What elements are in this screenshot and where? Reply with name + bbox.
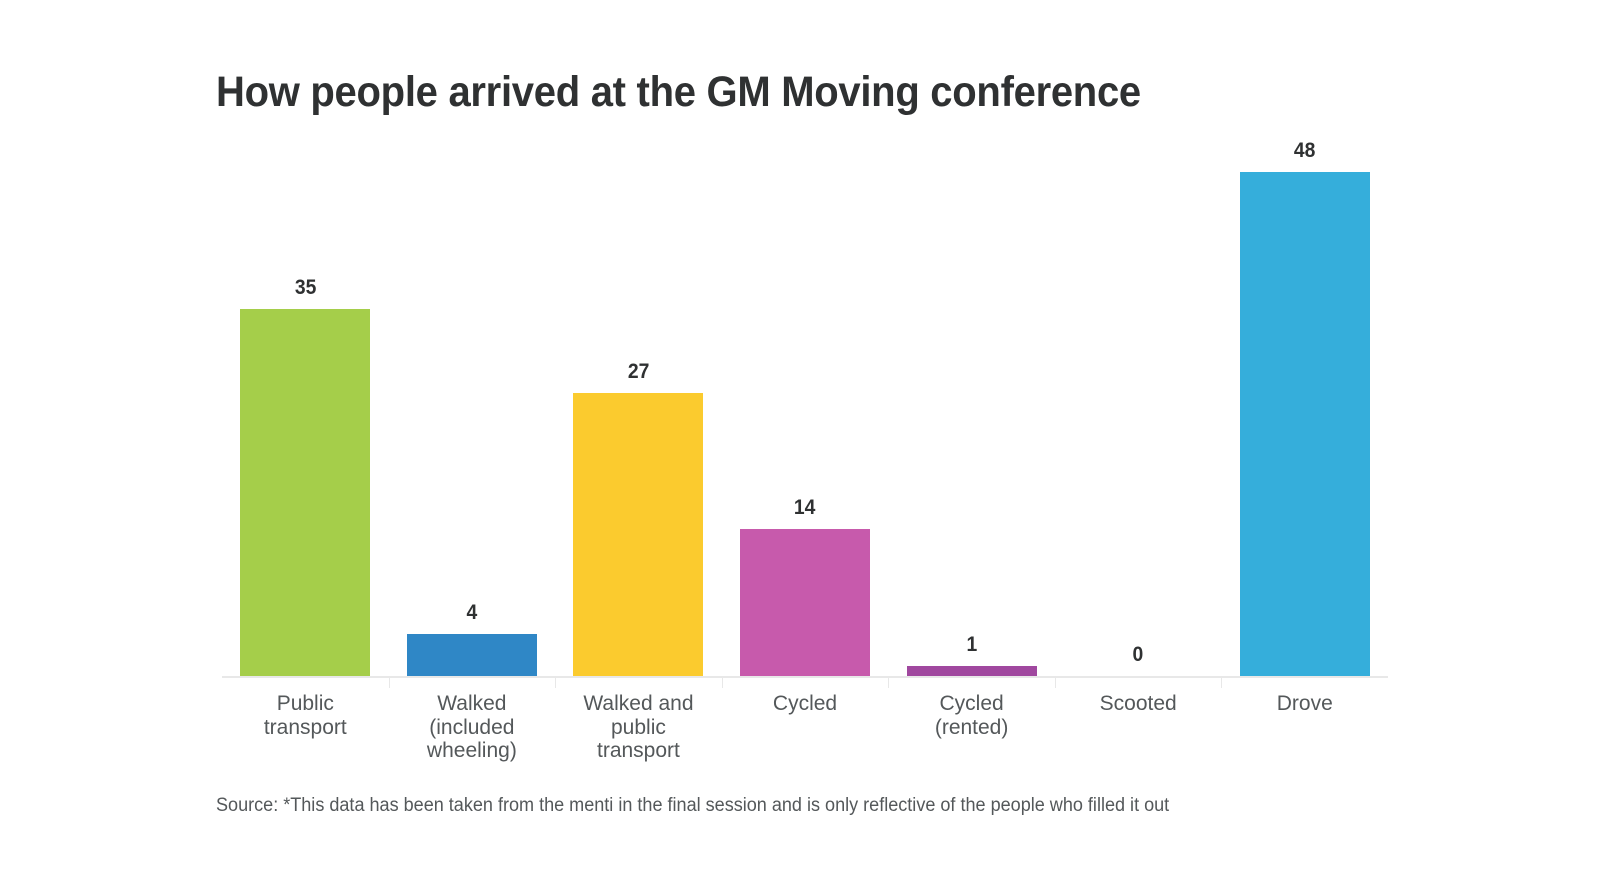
- category-label-line: Walked: [437, 692, 507, 715]
- category-label: Scooted: [1055, 692, 1222, 763]
- category-label-line: (rented): [934, 715, 1009, 739]
- category-label: Public transport: [222, 692, 389, 763]
- bar-group[interactable]: 27: [555, 140, 722, 676]
- bar-value-label: 35: [294, 275, 317, 299]
- x-axis-ticks: [222, 676, 1388, 688]
- bar-group[interactable]: 35: [222, 140, 389, 676]
- source-note: Source: *This data has been taken from t…: [216, 795, 1170, 816]
- category-label: Drove: [1221, 692, 1388, 763]
- bar-group[interactable]: 48: [1221, 140, 1388, 676]
- bar-value-label: 27: [627, 359, 650, 383]
- bar-rect[interactable]: [1239, 172, 1370, 676]
- category-label-line: Public: [276, 692, 334, 715]
- bar-value-label: 4: [466, 601, 478, 624]
- category-label: Walked and public transport: [555, 692, 722, 763]
- bar-rect[interactable]: [573, 392, 704, 676]
- category-label-line: Cycled: [939, 692, 1004, 715]
- category-label-line: transport: [597, 739, 680, 762]
- x-axis-line: [222, 676, 1388, 678]
- axis-tick: [222, 676, 389, 688]
- category-label-line: public: [611, 715, 666, 739]
- x-axis-labels: Public transport Walked (included wheeling) W…: [222, 692, 1388, 763]
- category-label-line: Drove: [1276, 692, 1333, 715]
- category-label: Cycled (rented): [888, 692, 1055, 763]
- category-label-line: Scooted: [1099, 692, 1177, 715]
- bar-group[interactable]: 0: [1055, 140, 1222, 676]
- bar-series: 35 4 27 14 1 0 48: [222, 140, 1388, 676]
- bar-rect[interactable]: [406, 634, 537, 676]
- bar-group[interactable]: 14: [722, 140, 889, 676]
- bar-rect[interactable]: [240, 308, 371, 676]
- page-title: How people arrived at the GM Moving conf…: [216, 68, 1141, 116]
- category-label-line: (included: [429, 715, 515, 739]
- axis-tick: [721, 676, 889, 688]
- bar-value-label: 1: [966, 632, 977, 656]
- bar-rect[interactable]: [906, 665, 1037, 676]
- axis-tick: [388, 676, 556, 688]
- axis-tick: [555, 676, 722, 688]
- axis-tick: [1054, 676, 1222, 688]
- bar-value-label: 14: [794, 496, 816, 519]
- category-label-line: Walked and: [583, 692, 694, 715]
- category-label-line: transport: [263, 715, 347, 739]
- category-label: Cycled: [722, 692, 889, 763]
- bar-rect[interactable]: [740, 529, 871, 676]
- bar-group[interactable]: 4: [389, 140, 556, 676]
- plot-area: 35 4 27 14 1 0 48: [222, 140, 1388, 676]
- axis-tick: [888, 676, 1055, 688]
- axis-tick: [1221, 676, 1388, 688]
- category-label: Walked (included wheeling): [389, 692, 556, 763]
- bar-value-label: 0: [1132, 643, 1144, 666]
- bar-group[interactable]: 1: [888, 140, 1055, 676]
- bar-value-label: 48: [1294, 139, 1316, 162]
- category-label-line: wheeling): [426, 739, 517, 762]
- category-label-line: Cycled: [772, 692, 838, 715]
